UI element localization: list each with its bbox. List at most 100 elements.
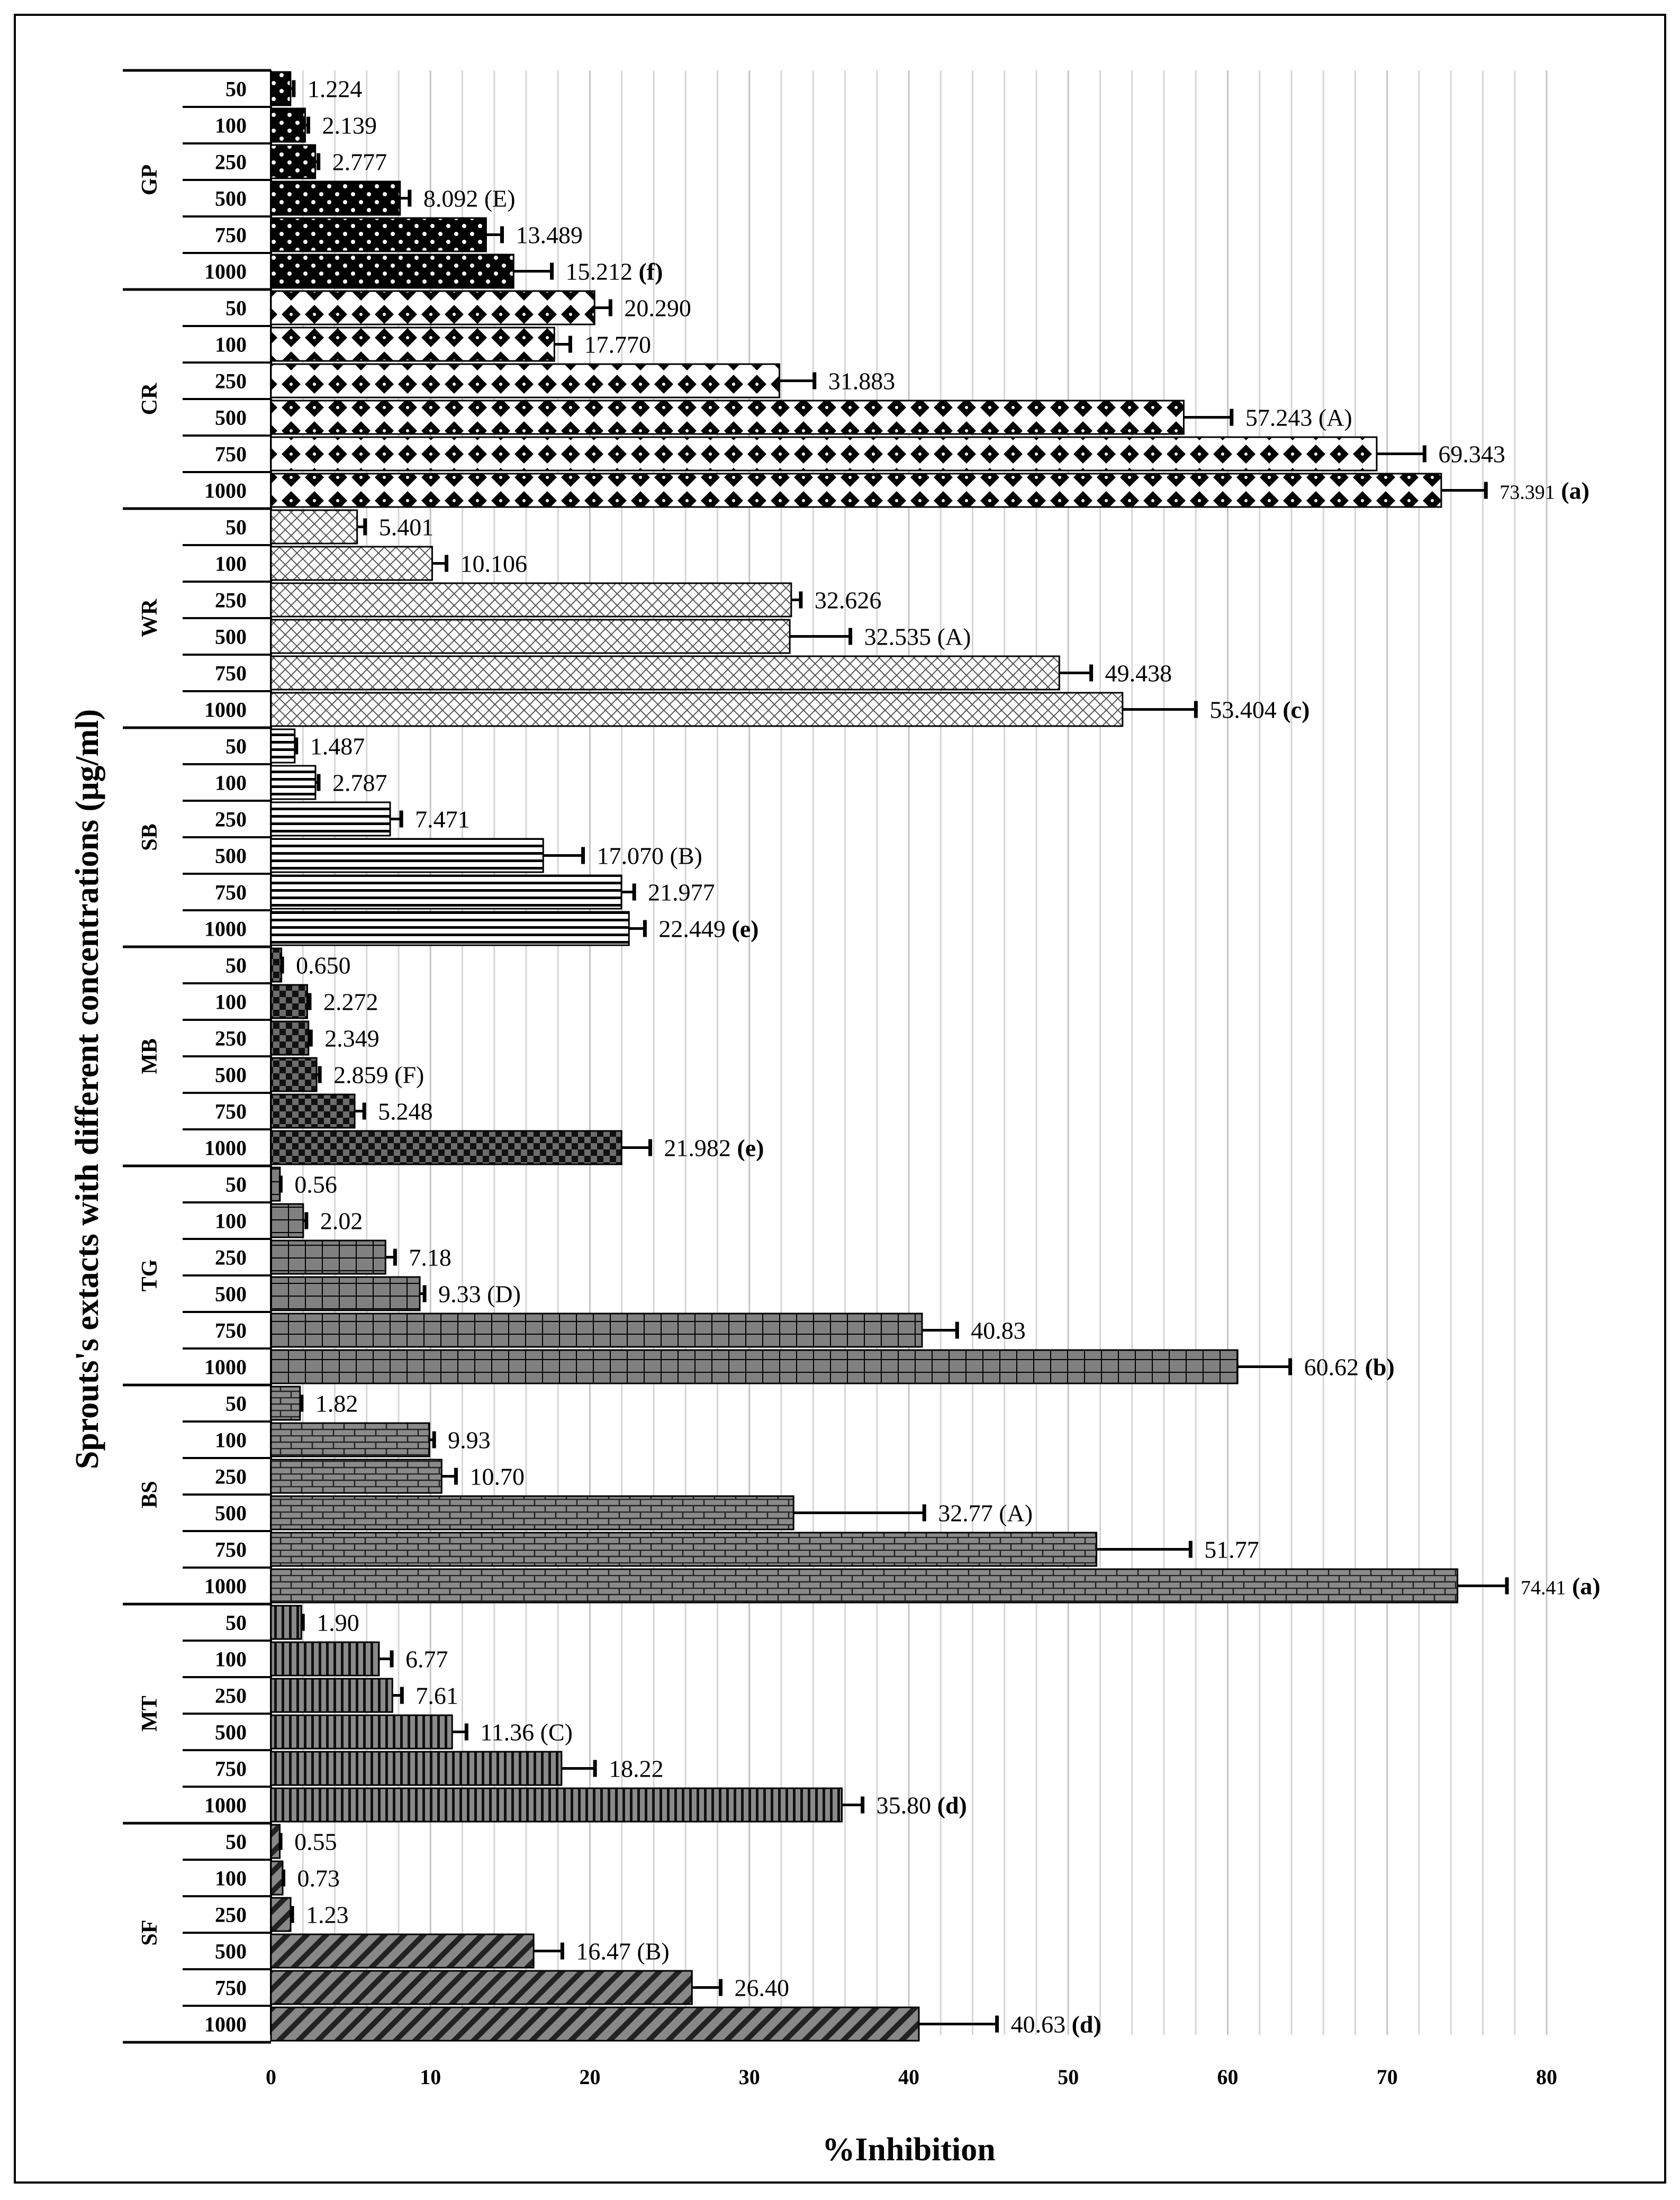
- data-label: 9.93: [448, 1427, 491, 1454]
- y-tick-label: 750: [215, 662, 247, 685]
- group-label-gp: GP: [138, 165, 162, 195]
- y-tick-label: 100: [215, 1647, 247, 1671]
- bar-sb-750: [270, 874, 622, 910]
- bar-mt-750: [270, 1751, 563, 1786]
- bar-cr-50: [270, 290, 595, 325]
- bar-mb-1000: [270, 1130, 622, 1165]
- bar-sf-50: [270, 1824, 281, 1859]
- y-tick-label: 100: [215, 1867, 247, 1890]
- data-label: 35.80 (d): [877, 1792, 967, 1819]
- bar-mt-500: [270, 1714, 453, 1750]
- group-label-cr: CR: [138, 383, 162, 415]
- y-tick-label: 1000: [204, 1136, 247, 1160]
- bar-gp-50: [270, 71, 292, 106]
- bar-wr-100: [270, 546, 433, 581]
- data-label: 2.139: [322, 112, 377, 139]
- bar-cr-250: [270, 363, 780, 399]
- y-tick-label: 750: [215, 223, 247, 247]
- bar-gp-1000: [270, 254, 514, 289]
- bar-mt-250: [270, 1678, 393, 1713]
- y-tick-label: 1000: [204, 1794, 247, 1817]
- y-tick-label: 250: [215, 150, 247, 174]
- data-label: 7.18: [409, 1244, 451, 1271]
- data-label: 40.63 (d): [1011, 2011, 1101, 2038]
- y-tick-label: 500: [215, 844, 247, 868]
- bar-sb-250: [270, 801, 391, 837]
- data-label: 1.90: [317, 1609, 359, 1636]
- data-label: 18.22: [609, 1755, 664, 1782]
- bar-tg-1000: [270, 1349, 1239, 1384]
- data-label: 13.489: [516, 222, 583, 249]
- y-tick-label: 1000: [204, 1355, 247, 1379]
- bar-sf-500: [270, 1933, 535, 1969]
- bar-mb-250: [270, 1020, 310, 1056]
- data-label: 32.77 (A): [938, 1500, 1033, 1527]
- bar-wr-1000: [270, 692, 1124, 727]
- bar-sb-100: [270, 765, 317, 800]
- data-label: 26.40: [735, 1975, 790, 2002]
- y-tick-label: 500: [215, 1501, 247, 1525]
- bar-wr-250: [270, 582, 792, 618]
- data-label: 20.290: [624, 295, 691, 322]
- data-label: 7.61: [416, 1682, 458, 1709]
- y-tick-label: 500: [215, 406, 247, 430]
- data-label: 60.62 (b): [1304, 1354, 1395, 1381]
- data-label: 22.449 (e): [658, 916, 758, 943]
- bars: [270, 71, 1459, 2042]
- bar-wr-50: [270, 509, 358, 545]
- data-label: 49.438: [1105, 660, 1172, 687]
- data-label: 0.56: [294, 1171, 337, 1198]
- y-tick-label: 750: [215, 1757, 247, 1781]
- data-label: 31.883: [828, 368, 896, 395]
- bar-wr-750: [270, 655, 1060, 691]
- y-tick-label: 500: [215, 625, 247, 649]
- bar-wr-500: [270, 619, 791, 654]
- x-tick-label: 10: [420, 2065, 441, 2089]
- bar-bs-250: [270, 1459, 442, 1494]
- error-bars: [278, 80, 1509, 2033]
- bar-bs-750: [270, 1532, 1098, 1567]
- data-label: 17.770: [584, 331, 651, 358]
- data-label: 8.092 (E): [423, 185, 516, 212]
- data-label: 53.404 (c): [1209, 696, 1309, 723]
- x-tick-label: 60: [1217, 2065, 1239, 2089]
- y-tick-label: 100: [215, 771, 247, 795]
- y-tick-label: 750: [215, 1100, 247, 1124]
- bar-sf-750: [270, 1970, 693, 2005]
- y-tick-label: 1000: [204, 698, 247, 722]
- bar-mt-1000: [270, 1787, 843, 1823]
- bar-bs-50: [270, 1386, 301, 1421]
- y-tick-label: 50: [225, 515, 247, 539]
- x-tick-label: 70: [1377, 2065, 1398, 2089]
- data-label: 32.535 (A): [864, 623, 971, 650]
- y-tick-label: 50: [225, 296, 247, 320]
- y-tick-label: 250: [215, 369, 247, 393]
- bar-gp-750: [270, 217, 487, 252]
- bar-mb-750: [270, 1093, 356, 1129]
- x-tick-labels: 0 10 20 30 40 50 60 70 80: [266, 2065, 1557, 2089]
- y-tick-label: 750: [215, 1976, 247, 2000]
- data-label: 10.106: [460, 550, 528, 577]
- data-label: 21.982 (e): [664, 1135, 764, 1162]
- bar-cr-500: [270, 400, 1185, 435]
- group-label-mb: MB: [138, 1038, 162, 1074]
- y-tick-label: 1000: [204, 1574, 247, 1598]
- data-label: 10.70: [469, 1463, 525, 1490]
- data-label: 0.73: [297, 1865, 340, 1892]
- data-label: 9.33 (D): [438, 1281, 521, 1308]
- y-tick-label: 250: [215, 1684, 247, 1708]
- group-label-sb: SB: [138, 823, 162, 850]
- data-label: 15.212 (f): [566, 258, 663, 285]
- y-tick-label: 750: [215, 881, 247, 904]
- y-tick-label: 250: [215, 808, 247, 831]
- bar-gp-250: [270, 144, 317, 179]
- bar-sf-100: [270, 1860, 284, 1896]
- y-tick-label: 750: [215, 442, 247, 466]
- data-label: 21.977: [648, 879, 715, 906]
- data-label: 2.349: [324, 1025, 380, 1052]
- data-label: 74.41 (a): [1521, 1573, 1601, 1600]
- y-tick-label: 50: [225, 77, 247, 101]
- y-tick-label: 750: [215, 1538, 247, 1562]
- bar-mb-50: [270, 947, 283, 983]
